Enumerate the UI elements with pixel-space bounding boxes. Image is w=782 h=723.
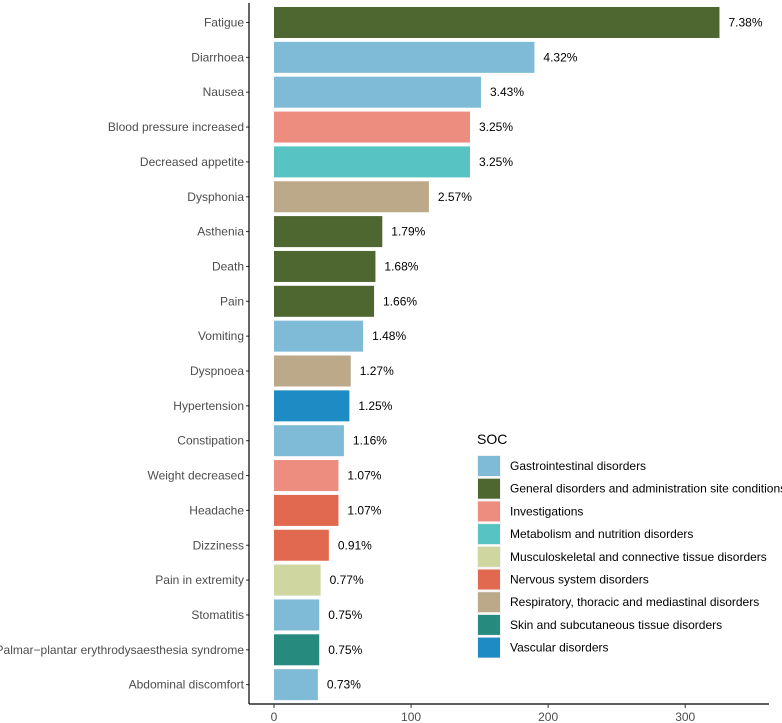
category-label-stomatitis: Stomatitis — [191, 608, 244, 622]
bar-weight-decreased — [274, 460, 339, 492]
bar-pain-in-extremity — [274, 564, 321, 596]
bar-constipation — [274, 425, 344, 457]
value-label-dysphonia: 2.57% — [438, 190, 472, 204]
category-label-decreased-appetite: Decreased appetite — [140, 155, 244, 169]
value-label-diarrhoea: 4.32% — [543, 50, 577, 64]
value-label-asthenia: 1.79% — [391, 225, 425, 239]
x-tick-label-0: 0 — [271, 710, 278, 723]
bar-dizziness — [274, 529, 329, 561]
category-label-dizziness: Dizziness — [193, 538, 244, 552]
value-label-dyspnoea: 1.27% — [360, 364, 394, 378]
legend-swatch-investigations — [478, 501, 500, 522]
legend-swatch-skin-and-subcutaneous-tissue-disorders — [478, 614, 500, 635]
value-label-decreased-appetite: 3.25% — [479, 155, 513, 169]
value-label-dizziness: 0.91% — [338, 538, 372, 552]
value-label-headache: 1.07% — [347, 503, 381, 517]
category-label-vomiting: Vomiting — [198, 329, 244, 343]
x-tick-label-300: 300 — [675, 710, 695, 723]
value-label-pain-in-extremity: 0.77% — [330, 573, 364, 587]
legend-swatch-musculoskeletal-and-connective-tissue-disorders — [478, 546, 500, 567]
category-label-palmar-plantar-erythrodysaesthesia-syndrome: Palmar−plantar erythrodysaesthesia syndr… — [0, 643, 244, 657]
legend-label-nervous-system-disorders: Nervous system disorders — [510, 573, 649, 587]
bar-stomatitis — [274, 599, 320, 631]
bar-dysphonia — [274, 181, 429, 213]
legend-swatch-metabolism-and-nutrition-disorders — [478, 524, 500, 545]
bar-diarrhoea — [274, 41, 535, 73]
category-label-weight-decreased: Weight decreased — [147, 469, 244, 483]
bar-hypertension — [274, 390, 350, 422]
legend-label-general-disorders-and-administration-site-conditions: General disorders and administration sit… — [510, 482, 782, 496]
bar-nausea — [274, 76, 481, 108]
category-label-fatigue: Fatigue — [204, 16, 244, 30]
legend-label-skin-and-subcutaneous-tissue-disorders: Skin and subcutaneous tissue disorders — [510, 618, 722, 632]
bar-asthenia — [274, 216, 383, 248]
legend-label-metabolism-and-nutrition-disorders: Metabolism and nutrition disorders — [510, 527, 693, 541]
category-label-death: Death — [212, 259, 244, 273]
bar-vomiting — [274, 320, 364, 352]
value-label-death: 1.68% — [384, 259, 418, 273]
legend-label-respiratory-thoracic-and-mediastinal-disorders: Respiratory, thoracic and mediastinal di… — [510, 595, 759, 609]
legend-swatch-vascular-disorders — [478, 637, 500, 658]
legend-swatch-nervous-system-disorders — [478, 569, 500, 590]
category-label-hypertension: Hypertension — [173, 399, 244, 413]
x-tick-label-200: 200 — [538, 710, 558, 723]
bar-blood-pressure-increased — [274, 111, 471, 143]
legend-label-gastrointestinal-disorders: Gastrointestinal disorders — [510, 459, 646, 473]
value-label-fatigue: 7.38% — [728, 16, 762, 30]
value-label-stomatitis: 0.75% — [328, 608, 362, 622]
category-label-pain-in-extremity: Pain in extremity — [155, 573, 244, 587]
bar-abdominal-discomfort — [274, 669, 318, 701]
value-label-constipation: 1.16% — [353, 434, 387, 448]
category-label-pain: Pain — [220, 294, 244, 308]
category-label-constipation: Constipation — [177, 434, 244, 448]
legend-swatch-general-disorders-and-administration-site-conditions — [478, 478, 500, 499]
value-label-blood-pressure-increased: 3.25% — [479, 120, 513, 134]
legend-swatch-gastrointestinal-disorders — [478, 456, 500, 476]
legend-swatch-respiratory-thoracic-and-mediastinal-disorders — [478, 592, 500, 613]
category-label-dyspnoea: Dyspnoea — [190, 364, 244, 378]
value-label-hypertension: 1.25% — [358, 399, 392, 413]
bar-headache — [274, 494, 339, 526]
category-label-asthenia: Asthenia — [197, 225, 244, 239]
category-label-nausea: Nausea — [203, 85, 245, 99]
bars-group — [274, 7, 720, 701]
value-labels: 7.38% 4.32% 3.43% 3.25% 3.25% 2.57% 1.79% 1.68%… — [327, 16, 763, 692]
axes: 0 100 200 300 — [246, 3, 769, 723]
value-label-pain: 1.66% — [383, 294, 417, 308]
value-label-nausea: 3.43% — [490, 85, 524, 99]
value-label-abdominal-discomfort: 0.73% — [327, 678, 361, 692]
legend-title: SOC — [477, 431, 507, 447]
value-label-weight-decreased: 1.07% — [347, 469, 381, 483]
value-label-vomiting: 1.48% — [372, 329, 406, 343]
category-label-dysphonia: Dysphonia — [187, 190, 244, 204]
x-tick-label-100: 100 — [401, 710, 421, 723]
bar-fatigue — [274, 7, 720, 38]
category-label-headache: Headache — [189, 503, 244, 517]
bar-palmar-plantar-erythrodysaesthesia-syndrome — [274, 634, 320, 666]
category-label-diarrhoea: Diarrhoea — [191, 50, 244, 64]
value-label-palmar-plantar-erythrodysaesthesia-syndrome: 0.75% — [328, 643, 362, 657]
legend-label-investigations: Investigations — [510, 504, 583, 518]
legend-label-vascular-disorders: Vascular disorders — [510, 641, 608, 655]
category-label-abdominal-discomfort: Abdominal discomfort — [129, 678, 245, 692]
bar-decreased-appetite — [274, 146, 471, 178]
bar-pain — [274, 285, 375, 317]
category-label-blood-pressure-increased: Blood pressure increased — [108, 120, 244, 134]
category-labels: Fatigue Diarrhoea Nausea Blood pressure inc… — [0, 16, 245, 692]
bar-dyspnoea — [274, 355, 351, 387]
bar-death — [274, 250, 376, 282]
legend-label-musculoskeletal-and-connective-tissue-disorders: Musculoskeletal and connective tissue di… — [510, 550, 767, 564]
